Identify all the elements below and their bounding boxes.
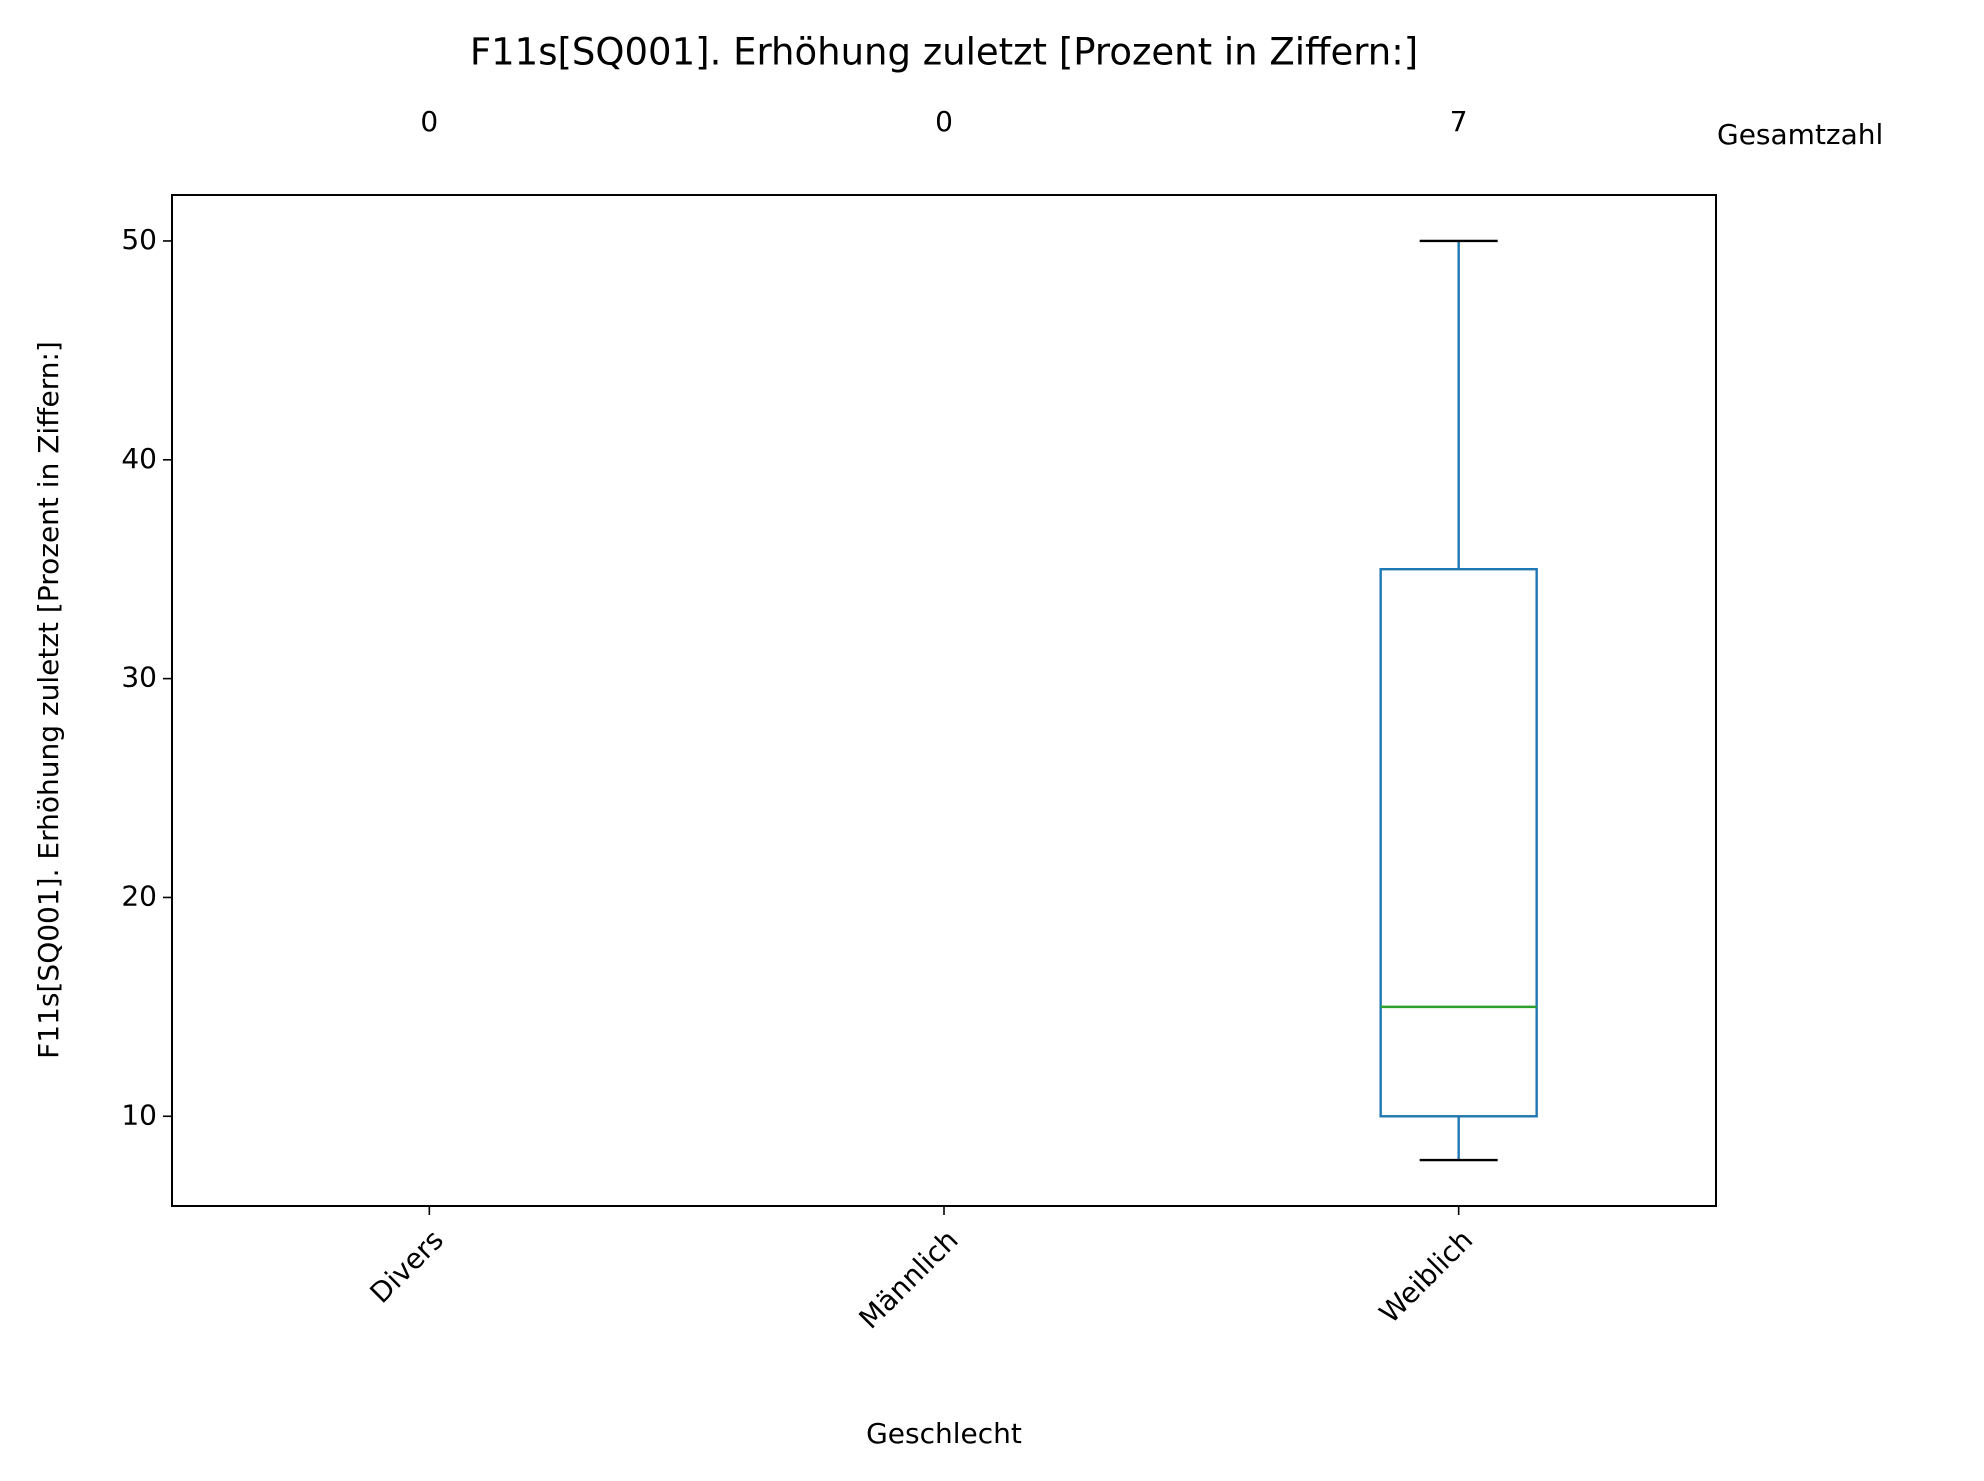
y-tick-label: 30 (121, 661, 157, 694)
plot-frame (171, 194, 1717, 1207)
counts-label: Gesamtzahl (1717, 118, 1883, 151)
count-label: 7 (1450, 105, 1468, 138)
y-axis-label: F11s[SQ001]. Erhöhung zuletzt [Prozent i… (32, 341, 65, 1059)
y-tick-label: 50 (121, 223, 157, 256)
count-label: 0 (420, 105, 438, 138)
y-tick-label: 20 (121, 879, 157, 912)
x-axis-label: Geschlecht (866, 1417, 1022, 1450)
chart-title: F11s[SQ001]. Erhöhung zuletzt [Prozent i… (470, 31, 1418, 74)
y-tick-label: 40 (121, 442, 157, 475)
box (1379, 568, 1538, 1118)
y-tick-label: 10 (121, 1098, 157, 1131)
count-label: 0 (935, 105, 953, 138)
